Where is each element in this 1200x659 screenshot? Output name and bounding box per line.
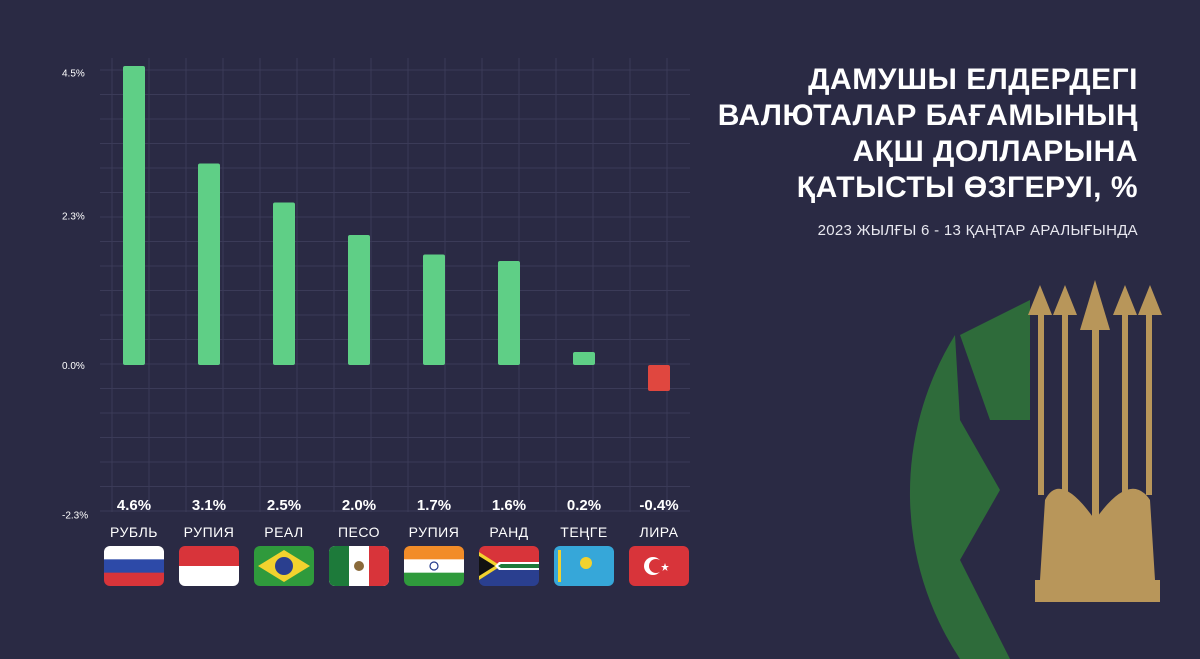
value-label: 0.2% [567,497,601,514]
flags [104,546,689,586]
chart-title-line-2: ВАЛЮТАЛАР БАҒАМЫНЫҢ [717,99,1138,132]
category-label: ЛИРА [640,524,679,540]
value-label: 1.6% [492,497,526,514]
south-africa-flag [479,546,539,586]
y-tick-label: 4.5% [62,69,85,80]
chart-title-block: ДАМУШЫ ЕЛДЕРДЕГІ ВАЛЮТАЛАР БАҒАМЫНЫҢ АҚШ… [618,62,1138,239]
bar-1 [123,66,145,365]
emblem-logo [909,280,1162,659]
kazakhstan-flag [554,546,614,586]
value-label: 3.1% [192,497,226,514]
bar-7 [573,352,595,365]
bar-2 [198,163,220,365]
bar-8 [648,365,670,391]
india-flag [404,546,464,586]
chart-grid [100,58,690,512]
value-label: 4.6% [117,497,151,514]
category-label: РЕАЛ [264,524,304,540]
value-label: 2.5% [267,497,301,514]
category-label: ТЕҢГЕ [560,524,607,540]
value-label: 2.0% [342,497,376,514]
category-label: ПЕСО [338,524,380,540]
mexico-flag [329,546,389,586]
category-label: РАНД [489,524,528,540]
bar-labels: 4.6% РУБЛЬ 3.1% РУПИЯ 2.5% РЕАЛ 2.0% ПЕСО 1.7% РУ… [110,497,679,540]
chart-subtitle: 2023 ЖЫЛҒЫ 6 - 13 ҚАҢТАР АРАЛЫҒЫНДА [817,222,1138,239]
value-label: 1.7% [417,497,451,514]
bar-6 [498,261,520,365]
y-tick-label: 0.0% [62,361,85,372]
chart-title-line-1: ДАМУШЫ ЕЛДЕРДЕГІ [808,63,1138,96]
bar-3 [273,202,295,365]
y-tick-label: -2.3% [62,511,88,522]
indonesia-flag [179,546,239,586]
value-label: -0.4% [639,497,678,514]
bars [123,66,670,391]
bar-5 [423,254,445,365]
brazil-flag [254,546,314,586]
turkey-flag [629,546,689,586]
category-label: РУПИЯ [409,524,460,540]
category-label: РУПИЯ [184,524,235,540]
y-tick-label: 2.3% [62,212,85,223]
chart-title-line-4: ҚАТЫСТЫ ӨЗГЕРУІ, % [796,171,1138,204]
russia-flag [104,546,164,586]
y-axis: 4.5% 2.3% 0.0% -2.3% [62,69,88,522]
chart-title-line-3: АҚШ ДОЛЛАРЫНА [852,135,1138,168]
bar-4 [348,235,370,365]
category-label: РУБЛЬ [110,524,158,540]
